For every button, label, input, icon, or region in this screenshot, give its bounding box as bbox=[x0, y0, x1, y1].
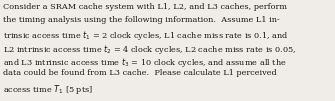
Text: Consider a SRAM cache system with L1, L2, and L3 caches, perform: Consider a SRAM cache system with L1, L2… bbox=[3, 3, 287, 11]
Text: L2 intrinsic access time $t_2$ = 4 clock cycles, L2 cache miss rate is 0.05,: L2 intrinsic access time $t_2$ = 4 clock… bbox=[3, 43, 296, 56]
Text: trinsic access time $t_1$ = 2 clock cycles, L1 cache miss rate is 0.1, and: trinsic access time $t_1$ = 2 clock cycl… bbox=[3, 29, 288, 42]
Text: and L3 intrinsic access time $t_3$ = 10 clock cycles, and assume all the: and L3 intrinsic access time $t_3$ = 10 … bbox=[3, 56, 286, 69]
Text: data could be found from L3 cache.  Please calculate L1 perceived: data could be found from L3 cache. Pleas… bbox=[3, 69, 276, 77]
Text: the timing analysis using the following information.  Assume L1 in-: the timing analysis using the following … bbox=[3, 16, 279, 24]
Text: access time $T_1$ [5 pts]: access time $T_1$ [5 pts] bbox=[3, 83, 93, 96]
